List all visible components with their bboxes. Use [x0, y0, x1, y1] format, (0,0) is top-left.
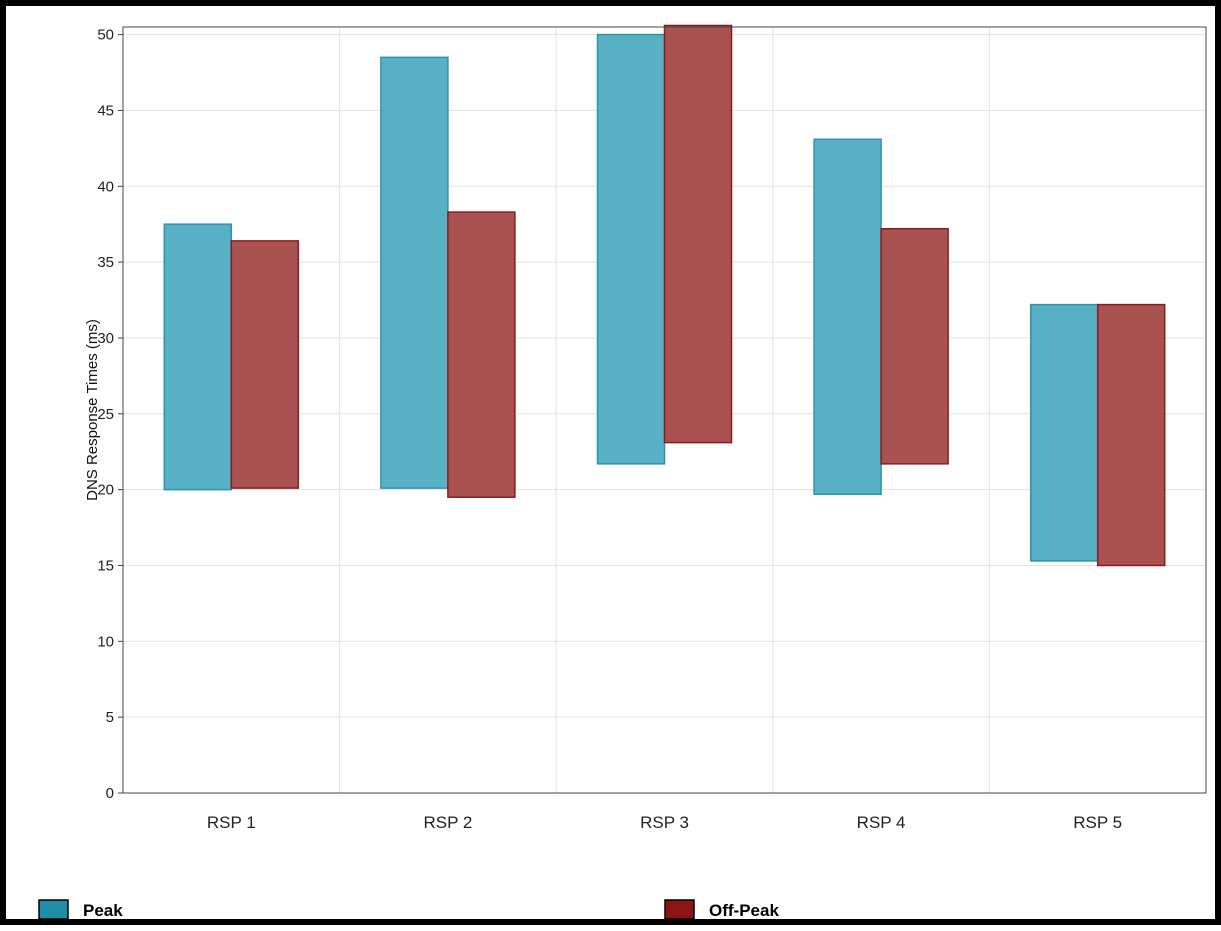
bar-peak-5	[1029, 303, 1099, 562]
y-tick-label: 50	[97, 27, 114, 44]
plot-area-border	[122, 26, 1207, 794]
y-tick-label: 15	[97, 557, 114, 574]
bar-off-peak-4	[880, 227, 949, 465]
bar-off-peak-3	[663, 24, 733, 444]
y-tick-label: 25	[97, 406, 114, 423]
bar-peak-3	[596, 33, 666, 465]
bar-off-peak-1	[230, 240, 300, 489]
bar-peak-1	[163, 223, 233, 491]
bar-peak-4	[813, 138, 882, 495]
x-category-label: RSP 4	[857, 813, 906, 832]
x-category-label: RSP 5	[1073, 813, 1122, 832]
y-tick-label: 40	[97, 178, 114, 195]
y-tick-label: 20	[97, 482, 114, 499]
legend: Peak Off-Peak	[38, 899, 779, 920]
bar-off-peak-5	[1096, 303, 1166, 567]
legend-swatch-peak	[38, 899, 69, 920]
x-category-label: RSP 1	[207, 813, 256, 832]
x-category-label: RSP 3	[640, 813, 689, 832]
x-category-label: RSP 2	[423, 813, 472, 832]
legend-swatch-off-peak	[664, 899, 695, 920]
y-axis-ticks: 0 5 10 15 20 25 30 35 40 45 50	[97, 27, 123, 802]
legend-label: Off-Peak	[709, 901, 779, 920]
y-tick-label: 5	[106, 709, 114, 726]
y-axis-title: DNS Response Times (ms)	[84, 319, 101, 501]
y-tick-label: 10	[97, 633, 114, 650]
bar-off-peak-2	[447, 211, 516, 498]
y-tick-label: 30	[97, 330, 114, 347]
bars	[163, 24, 1166, 567]
x-axis-category-labels: RSP 1 RSP 2 RSP 3 RSP 4 RSP 5	[207, 813, 1122, 832]
y-tick-label: 35	[97, 254, 114, 271]
y-tick-label: 45	[97, 102, 114, 119]
bar-peak-2	[380, 56, 449, 489]
legend-label: Peak	[83, 901, 123, 920]
y-tick-label: 0	[106, 785, 114, 802]
